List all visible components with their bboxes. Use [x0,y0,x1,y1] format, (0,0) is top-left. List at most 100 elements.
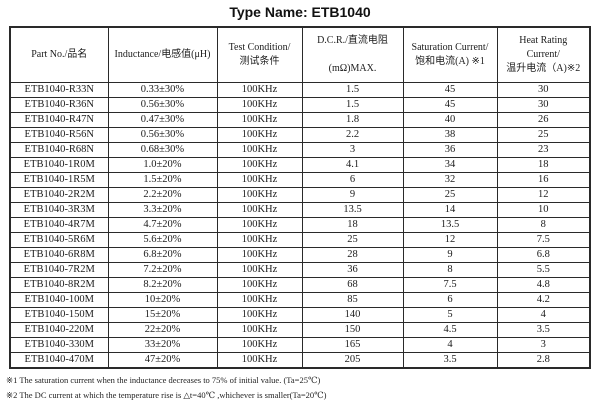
cell-saturation-current: 45 [402,82,498,98]
cell-part-no: ETB1040-150M [9,307,109,323]
cell-dcr: 13.5 [301,202,404,218]
cell-test-condition: 100KHz [216,337,303,353]
cell-inductance: 0.68±30% [107,142,218,158]
spec-table: Part No./品名 Inductance/电感值(μH) Test Cond… [9,26,591,369]
cell-test-condition: 100KHz [216,172,303,188]
cell-saturation-current: 4 [402,337,498,353]
cell-part-no: ETB1040-470M [9,352,109,369]
table-row: ETB1040-220M 22±20% 100KHz 150 4.5 3.5 [9,322,591,338]
cell-test-condition: 100KHz [216,217,303,233]
cell-test-condition: 100KHz [216,262,303,278]
cell-saturation-current: 32 [402,172,498,188]
cell-inductance: 4.7±20% [107,217,218,233]
cell-dcr: 140 [301,307,404,323]
cell-test-condition: 100KHz [216,127,303,143]
cell-saturation-current: 14 [402,202,498,218]
cell-saturation-current: 5 [402,307,498,323]
cell-dcr: 205 [301,352,404,369]
cell-test-condition: 100KHz [216,277,303,293]
cell-part-no: ETB1040-1R0M [9,157,109,173]
cell-inductance: 0.56±30% [107,97,218,113]
table-row: ETB1040-2R2M 2.2±20% 100KHz 9 25 12 [9,187,591,203]
column-header-test-condition: Test Condition/ 测试条件 [216,26,303,83]
cell-test-condition: 100KHz [216,292,303,308]
table-row: ETB1040-R47N 0.47±30% 100KHz 1.8 40 26 [9,112,591,128]
cell-test-condition: 100KHz [216,232,303,248]
cell-part-no: ETB1040-8R2M [9,277,109,293]
column-header-heat-rating-current: Heat Rating Current/ 温升电流（A)※2 [496,26,591,83]
table-row: ETB1040-1R5M 1.5±20% 100KHz 6 32 16 [9,172,591,188]
cell-part-no: ETB1040-3R3M [9,202,109,218]
cell-test-condition: 100KHz [216,82,303,98]
column-header-part-no: Part No./品名 [9,26,109,83]
page-title: Type Name: ETB1040 [229,4,371,20]
cell-test-condition: 100KHz [216,157,303,173]
cell-inductance: 47±20% [107,352,218,369]
cell-heat-rating-current: 10 [496,202,591,218]
cell-inductance: 3.3±20% [107,202,218,218]
column-header-dcr: D.C.R./直流电阻 (mΩ)MAX. [301,26,404,83]
cell-inductance: 2.2±20% [107,187,218,203]
cell-saturation-current: 13.5 [402,217,498,233]
cell-part-no: ETB1040-4R7M [9,217,109,233]
cell-heat-rating-current: 4.2 [496,292,591,308]
cell-part-no: ETB1040-R47N [9,112,109,128]
table-row: ETB1040-7R2M 7.2±20% 100KHz 36 8 5.5 [9,262,591,278]
cell-inductance: 5.6±20% [107,232,218,248]
cell-heat-rating-current: 6.8 [496,247,591,263]
cell-heat-rating-current: 3 [496,337,591,353]
cell-saturation-current: 3.5 [402,352,498,369]
cell-heat-rating-current: 2.8 [496,352,591,369]
cell-test-condition: 100KHz [216,352,303,369]
cell-inductance: 10±20% [107,292,218,308]
cell-dcr: 28 [301,247,404,263]
cell-dcr: 36 [301,262,404,278]
column-header-inductance: Inductance/电感值(μH) [107,26,218,83]
cell-saturation-current: 9 [402,247,498,263]
cell-heat-rating-current: 4 [496,307,591,323]
cell-inductance: 1.5±20% [107,172,218,188]
table-row: ETB1040-3R3M 3.3±20% 100KHz 13.5 14 10 [9,202,591,218]
cell-dcr: 9 [301,187,404,203]
cell-part-no: ETB1040-220M [9,322,109,338]
cell-dcr: 6 [301,172,404,188]
cell-saturation-current: 34 [402,157,498,173]
cell-heat-rating-current: 4.8 [496,277,591,293]
cell-saturation-current: 36 [402,142,498,158]
cell-heat-rating-current: 23 [496,142,591,158]
column-header-saturation-current: Saturation Current/ 饱和电流(A) ※1 [402,26,498,83]
cell-dcr: 1.5 [301,97,404,113]
cell-part-no: ETB1040-R33N [9,82,109,98]
table-row: ETB1040-6R8M 6.8±20% 100KHz 28 9 6.8 [9,247,591,263]
cell-part-no: ETB1040-330M [9,337,109,353]
table-row: ETB1040-R68N 0.68±30% 100KHz 3 36 23 [9,142,591,158]
cell-test-condition: 100KHz [216,142,303,158]
table-row: ETB1040-5R6M 5.6±20% 100KHz 25 12 7.5 [9,232,591,248]
cell-heat-rating-current: 30 [496,97,591,113]
cell-dcr: 165 [301,337,404,353]
cell-inductance: 22±20% [107,322,218,338]
cell-inductance: 6.8±20% [107,247,218,263]
table-row: ETB1040-150M 15±20% 100KHz 140 5 4 [9,307,591,323]
cell-heat-rating-current: 25 [496,127,591,143]
cell-part-no: ETB1040-7R2M [9,262,109,278]
table-row: ETB1040-4R7M 4.7±20% 100KHz 18 13.5 8 [9,217,591,233]
cell-saturation-current: 38 [402,127,498,143]
cell-test-condition: 100KHz [216,322,303,338]
cell-heat-rating-current: 3.5 [496,322,591,338]
cell-heat-rating-current: 30 [496,82,591,98]
cell-inductance: 8.2±20% [107,277,218,293]
spec-table-body: ETB1040-R33N 0.33±30% 100KHz 1.5 45 30 E… [9,82,591,369]
cell-heat-rating-current: 5.5 [496,262,591,278]
cell-heat-rating-current: 26 [496,112,591,128]
cell-heat-rating-current: 18 [496,157,591,173]
cell-dcr: 4.1 [301,157,404,173]
cell-saturation-current: 4.5 [402,322,498,338]
cell-dcr: 3 [301,142,404,158]
cell-inductance: 15±20% [107,307,218,323]
cell-heat-rating-current: 12 [496,187,591,203]
footnote-heat-rating: ※2 The DC current at which the temperatu… [6,390,327,400]
cell-part-no: ETB1040-2R2M [9,187,109,203]
cell-inductance: 0.47±30% [107,112,218,128]
